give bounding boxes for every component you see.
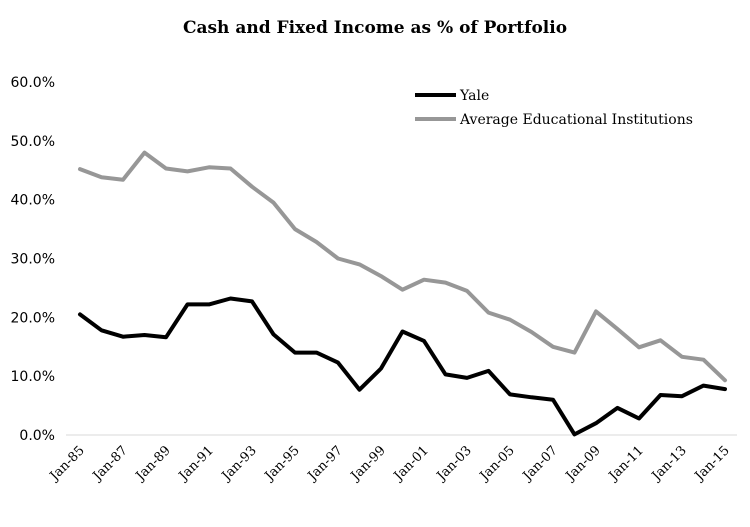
x-tick-label: Jan-87 — [89, 443, 131, 485]
legend: Yale Average Educational Institutions — [415, 88, 693, 128]
x-tick-label: Jan-95 — [261, 443, 303, 485]
x-tick-label: Jan-03 — [433, 443, 475, 485]
x-tick-label: Jan-07 — [519, 443, 561, 485]
y-tick-label: 10.0% — [11, 369, 55, 385]
x-tick-label: Jan-09 — [562, 443, 604, 485]
x-tick-label: Jan-11 — [605, 443, 647, 485]
x-tick-label: Jan-05 — [476, 443, 518, 485]
y-tick-label: 30.0% — [11, 252, 55, 268]
x-tick-label: Jan-85 — [46, 443, 88, 485]
x-tick-label: Jan-01 — [390, 443, 432, 485]
y-axis: 0.0% 10.0% 20.0% 30.0% 40.0% 50.0% 60.0% — [11, 75, 55, 444]
x-tick-label: Jan-97 — [304, 443, 346, 485]
legend-label-yale: Yale — [459, 88, 489, 104]
y-tick-label: 40.0% — [11, 193, 55, 209]
y-tick-label: 0.0% — [19, 428, 55, 444]
x-tick-label: Jan-89 — [132, 443, 174, 485]
series-line-yale — [78, 296, 727, 437]
chart-title: Cash and Fixed Income as % of Portfolio — [183, 18, 567, 38]
series-layer — [78, 150, 727, 437]
x-tick-label: Jan-15 — [691, 443, 733, 485]
y-tick-label: 60.0% — [11, 75, 55, 91]
y-tick-label: 50.0% — [11, 134, 55, 150]
x-tick-label: Jan-13 — [648, 443, 690, 485]
y-tick-label: 20.0% — [11, 310, 55, 326]
x-tick-label: Jan-93 — [218, 443, 260, 485]
x-axis: Jan-85 Jan-87 Jan-89 Jan-91 Jan-93 Jan-95 Jan-… — [46, 443, 733, 485]
series-line-average-educational-institutions — [78, 150, 727, 383]
legend-label-average-educational-institutions: Average Educational Institutions — [459, 112, 693, 128]
x-tick-label: Jan-91 — [175, 443, 217, 485]
x-tick-label: Jan-99 — [347, 443, 389, 485]
